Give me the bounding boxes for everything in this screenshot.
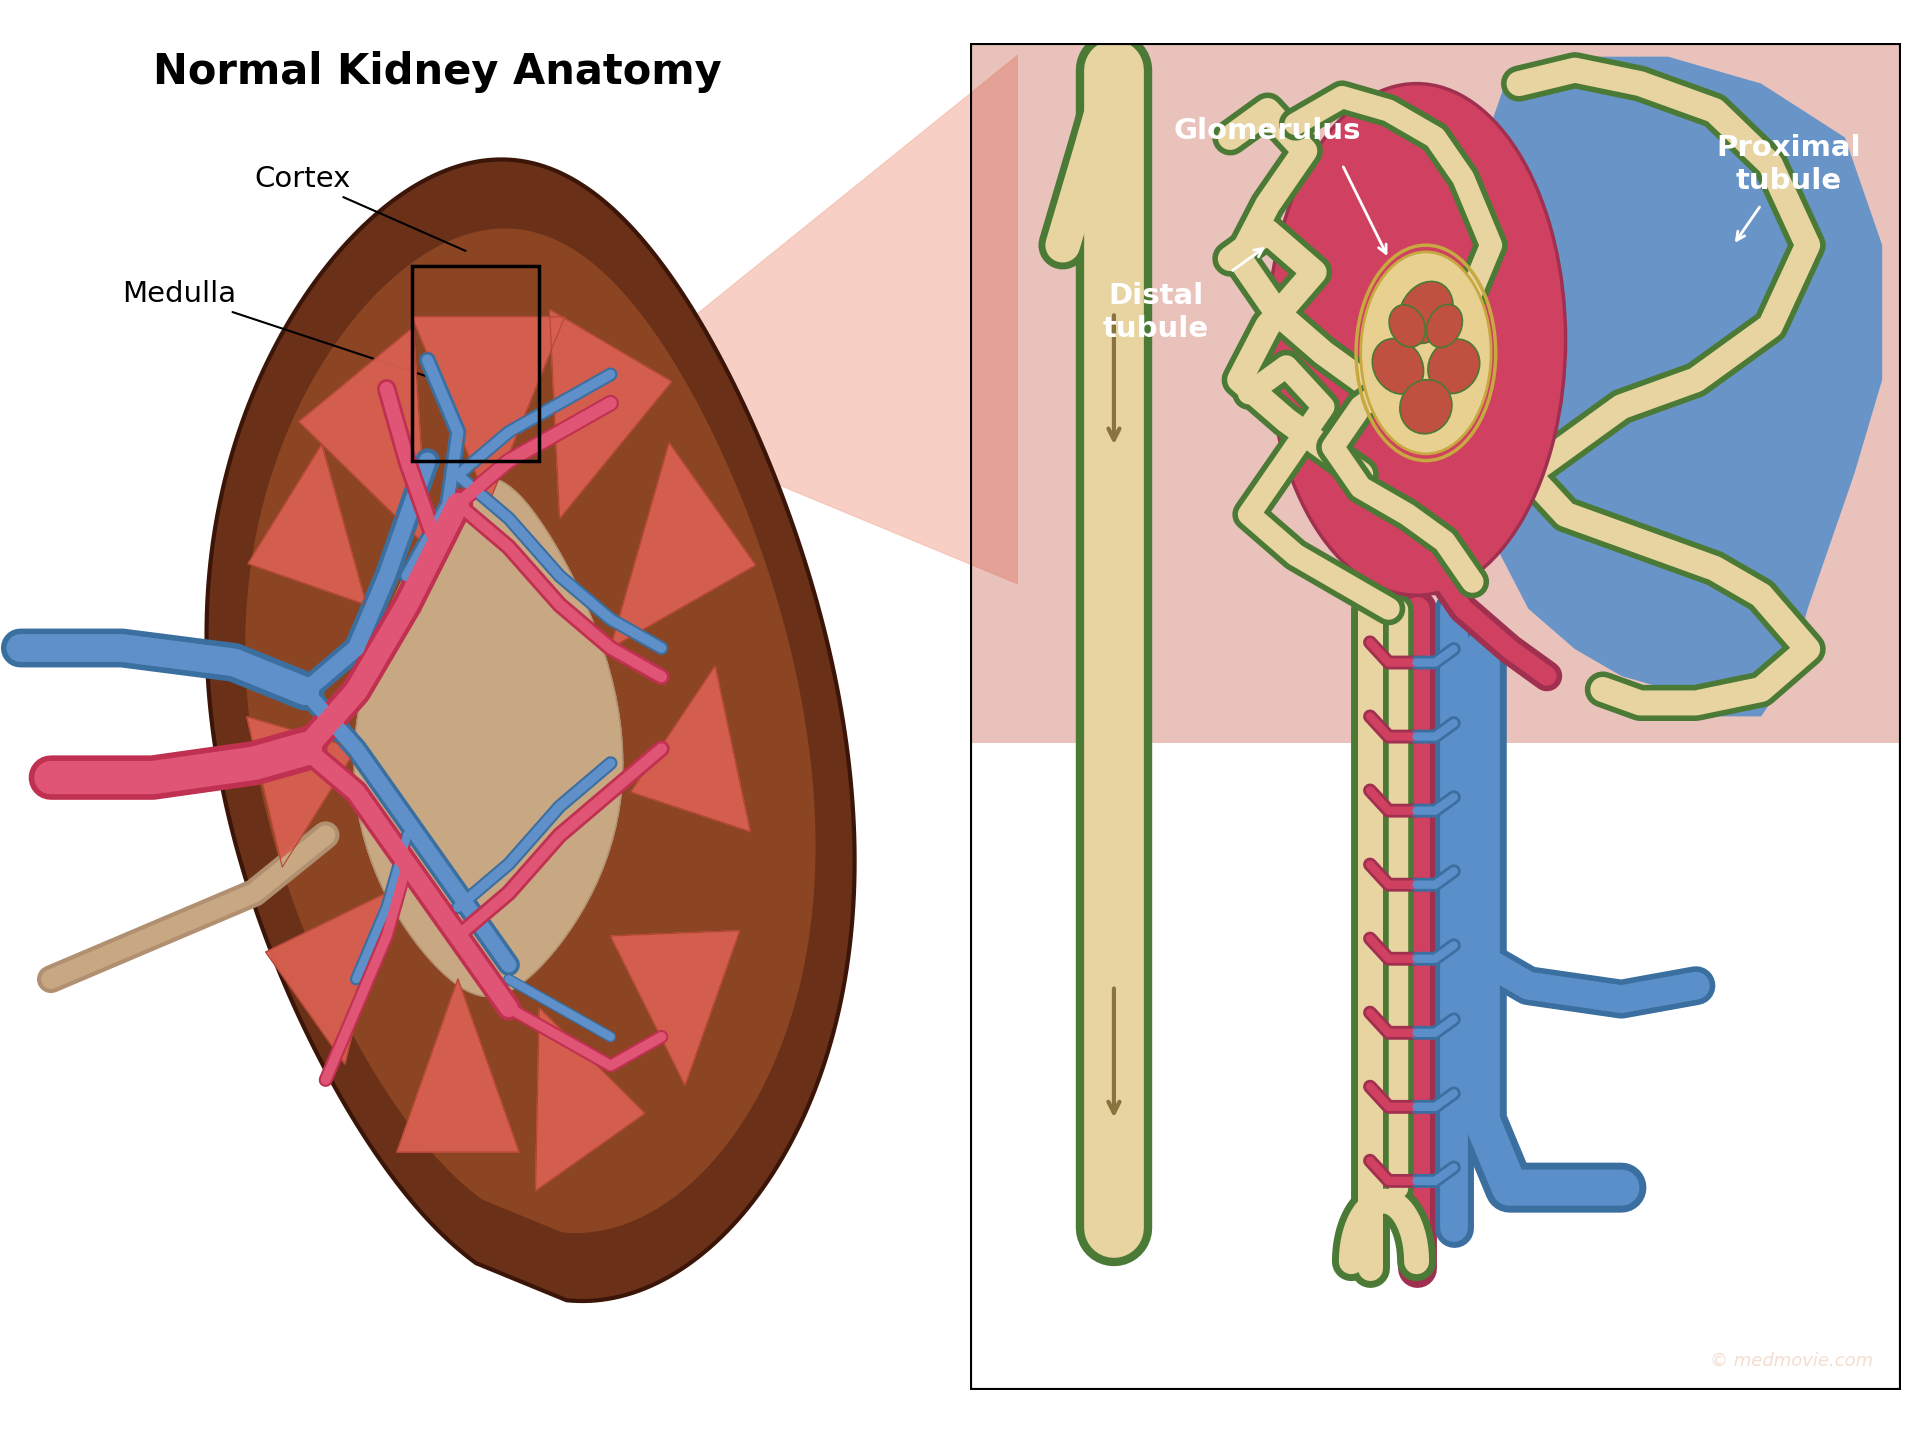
Text: Proximal
tubule: Proximal tubule bbox=[1716, 134, 1860, 194]
Text: Normal Kidney Anatomy: Normal Kidney Anatomy bbox=[154, 50, 722, 94]
Polygon shape bbox=[248, 717, 357, 867]
Polygon shape bbox=[300, 327, 428, 547]
Polygon shape bbox=[413, 317, 564, 504]
Polygon shape bbox=[549, 310, 672, 518]
Ellipse shape bbox=[1427, 304, 1463, 347]
Bar bbox=[413, 266, 540, 461]
Text: Medulla: Medulla bbox=[1659, 901, 1807, 935]
Text: Cortex: Cortex bbox=[1670, 768, 1795, 801]
Polygon shape bbox=[611, 444, 755, 648]
Ellipse shape bbox=[1361, 252, 1492, 454]
Polygon shape bbox=[207, 160, 854, 1300]
Text: Distal
tubule: Distal tubule bbox=[1102, 282, 1210, 343]
Polygon shape bbox=[397, 979, 518, 1152]
Ellipse shape bbox=[1267, 84, 1565, 595]
Polygon shape bbox=[353, 478, 622, 996]
Bar bbox=[970, 43, 1901, 743]
Ellipse shape bbox=[1373, 338, 1423, 395]
Polygon shape bbox=[632, 667, 751, 831]
Polygon shape bbox=[246, 229, 816, 1233]
Text: Glomerulus: Glomerulus bbox=[1173, 117, 1361, 144]
Polygon shape bbox=[611, 930, 739, 1086]
Polygon shape bbox=[265, 893, 386, 1064]
Polygon shape bbox=[248, 445, 367, 605]
Ellipse shape bbox=[1398, 281, 1453, 344]
Polygon shape bbox=[1482, 56, 1882, 716]
Ellipse shape bbox=[1428, 338, 1480, 393]
Polygon shape bbox=[444, 14, 1068, 605]
Text: Cortex: Cortex bbox=[253, 166, 465, 251]
Text: Medulla: Medulla bbox=[123, 281, 440, 380]
Polygon shape bbox=[536, 1008, 645, 1191]
Text: © medmovie.com: © medmovie.com bbox=[1709, 1351, 1872, 1369]
Ellipse shape bbox=[1390, 305, 1425, 347]
Ellipse shape bbox=[1400, 380, 1452, 433]
